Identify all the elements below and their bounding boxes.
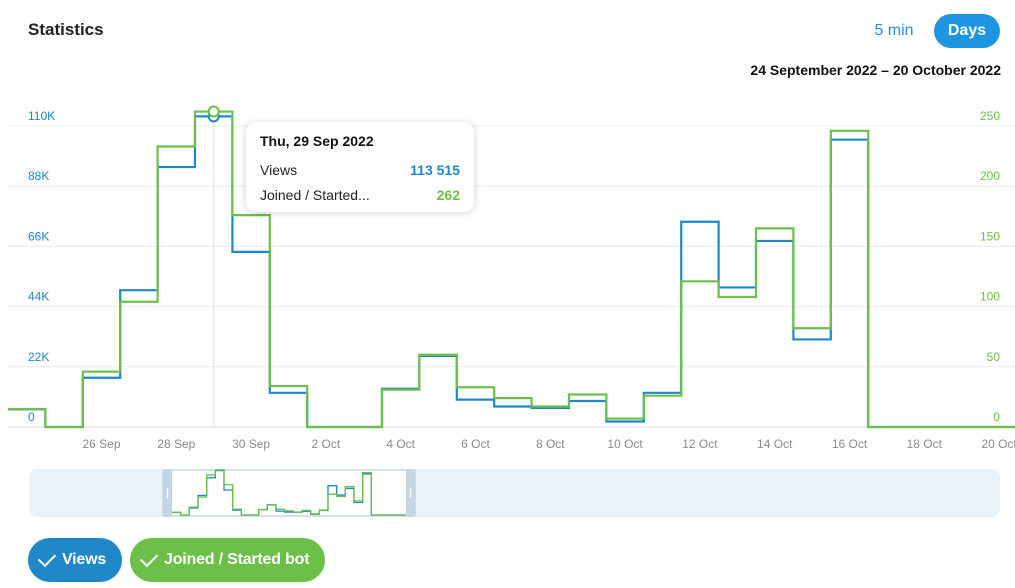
tooltip-views-value: 113 515	[410, 162, 460, 178]
tooltip-views-label: Views	[260, 162, 298, 178]
five-min-button[interactable]: 5 min	[862, 15, 926, 47]
joined-toggle-button[interactable]: Joined / Started bot	[130, 538, 326, 582]
x-tick-label: 20 Oct	[981, 437, 1015, 451]
x-tick-label: 16 Oct	[832, 437, 868, 451]
x-tick-label: 8 Oct	[536, 437, 565, 451]
right-tick-label: 50	[987, 350, 1001, 364]
check-icon	[37, 548, 57, 568]
views-toggle-label: Views	[62, 551, 107, 568]
views-toggle-button[interactable]: Views	[28, 538, 123, 582]
left-tick-label: 110K	[28, 109, 55, 123]
joined-series-line	[8, 110, 1015, 429]
page-title: Statistics	[28, 20, 104, 39]
chart-tooltip: Thu, 29 Sep 2022 Views 113 515 Joined / …	[246, 122, 474, 212]
x-tick-label: 28 Sep	[157, 437, 195, 451]
x-tick-label: 14 Oct	[757, 437, 793, 451]
joined-hover-point	[207, 105, 220, 118]
tooltip-joined-value: 262	[436, 187, 460, 203]
joined-toggle-label: Joined / Started bot	[164, 551, 310, 568]
right-tick-label: 100	[980, 290, 1000, 304]
views-series-line	[8, 115, 1015, 429]
right-tick-label: 150	[980, 229, 1000, 243]
x-tick-label: 10 Oct	[607, 437, 643, 451]
days-button[interactable]: Days	[934, 14, 1000, 48]
x-tick-label: 6 Oct	[461, 437, 490, 451]
date-range: 24 September 2022 – 20 October 2022	[750, 62, 1001, 78]
right-axis: 0 50 100 150 200 250	[980, 109, 1000, 424]
check-icon	[139, 548, 159, 568]
range-navigator[interactable]	[29, 469, 1000, 517]
chart-series	[8, 105, 1015, 429]
x-tick-label: 12 Oct	[682, 437, 718, 451]
left-tick-label: 44K	[28, 290, 49, 304]
left-tick-label: 88K	[28, 169, 49, 183]
left-tick-label: 66K	[28, 229, 49, 243]
x-tick-label: 30 Sep	[232, 437, 270, 451]
statistics-chart[interactable]: 0 22K 44K 66K 88K 110K 0 50 100 150 200 250 26 Sep…	[0, 80, 1015, 525]
navigator-window	[163, 469, 415, 517]
right-tick-label: 200	[980, 169, 1000, 183]
chart-grid	[8, 114, 1015, 428]
x-tick-label: 2 Oct	[312, 437, 341, 451]
tooltip-joined-label: Joined / Started...	[260, 187, 370, 203]
left-axis: 0 22K 44K 66K 88K 110K	[28, 109, 55, 424]
x-axis: 26 Sep 28 Sep 30 Sep 2 Oct 4 Oct 6 Oct 8 Oct 10…	[82, 437, 1015, 451]
tooltip-date: Thu, 29 Sep 2022	[260, 133, 374, 149]
left-tick-label: 0	[28, 410, 35, 424]
x-tick-label: 18 Oct	[907, 437, 943, 451]
x-tick-label: 26 Sep	[82, 437, 120, 451]
left-tick-label: 22K	[28, 350, 49, 364]
right-tick-label: 250	[980, 109, 1000, 123]
navigator-series-line	[172, 469, 406, 516]
right-tick-label: 0	[993, 410, 1000, 424]
x-tick-label: 4 Oct	[386, 437, 415, 451]
